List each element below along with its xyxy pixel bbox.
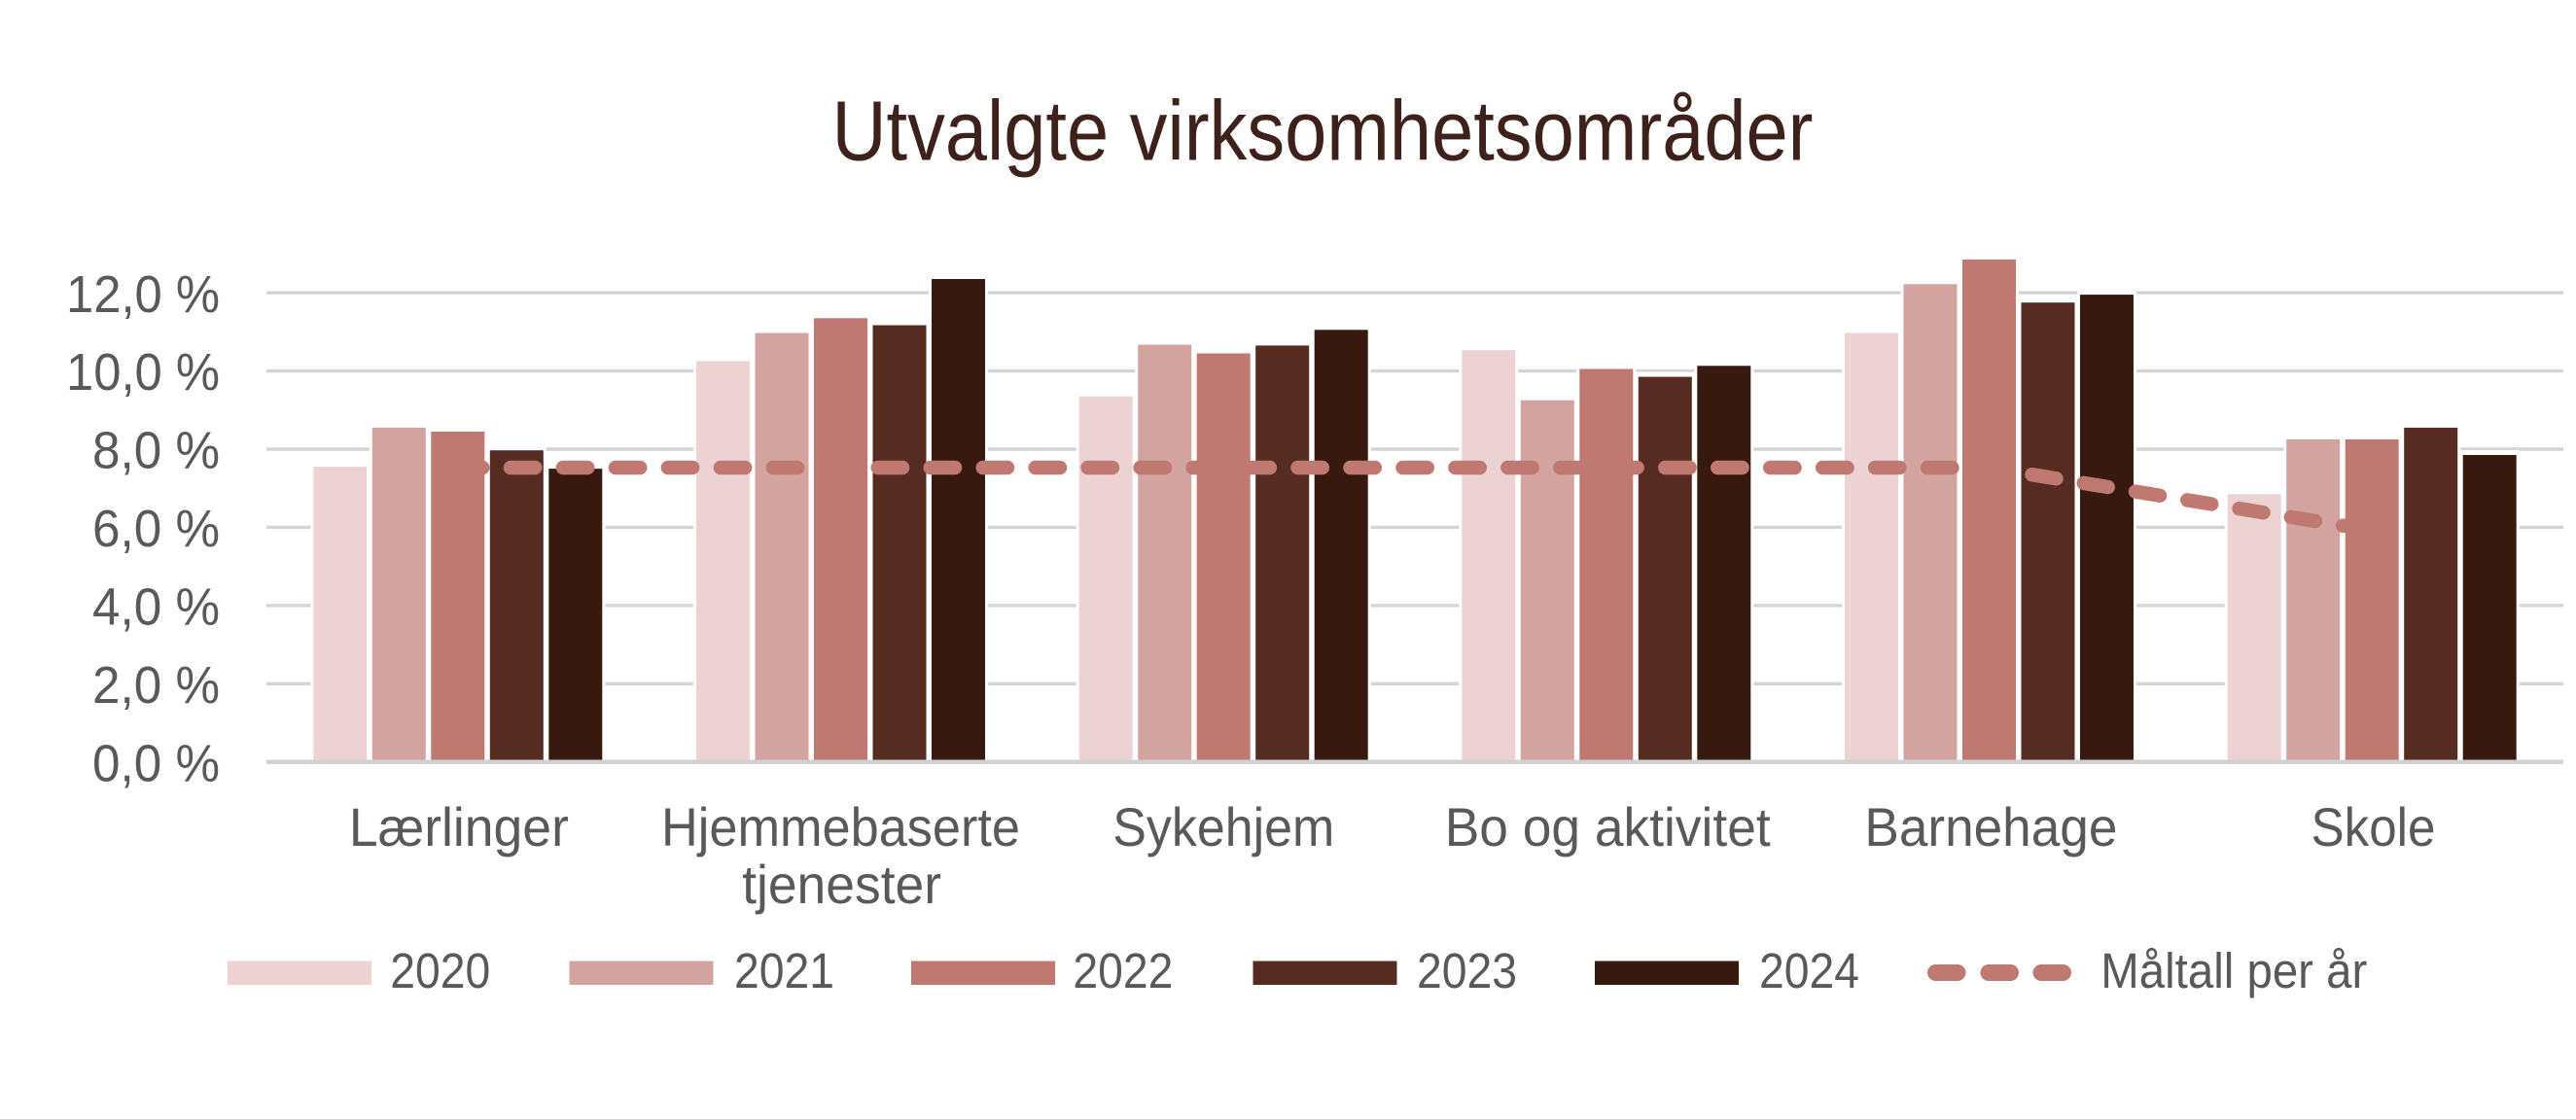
svg-text:Utvalgte virksomhetsområder: Utvalgte virksomhetsområder	[832, 85, 1814, 179]
svg-text:8,0 %: 8,0 %	[92, 422, 220, 480]
svg-text:10,0 %: 10,0 %	[66, 343, 220, 402]
svg-text:Bo og aktivitet: Bo og aktivitet	[1445, 796, 1771, 857]
svg-text:2023: 2023	[1417, 943, 1517, 998]
svg-text:Barnehage: Barnehage	[1864, 796, 2117, 857]
svg-text:2022: 2022	[1073, 943, 1173, 998]
svg-text:Sykehjem: Sykehjem	[1112, 796, 1334, 857]
svg-text:4,0 %: 4,0 %	[92, 578, 220, 637]
svg-text:2024: 2024	[1759, 943, 1859, 998]
svg-text:6,0 %: 6,0 %	[92, 500, 220, 558]
svg-text:12,0 %: 12,0 %	[66, 265, 220, 324]
svg-text:0,0 %: 0,0 %	[92, 734, 220, 792]
svg-text:2021: 2021	[734, 943, 834, 998]
svg-text:tjenester: tjenester	[742, 854, 941, 915]
svg-text:Lærlinger: Lærlinger	[349, 796, 569, 857]
svg-text:Skole: Skole	[2311, 796, 2436, 857]
svg-text:2,0 %: 2,0 %	[92, 656, 220, 715]
svg-text:2020: 2020	[390, 943, 490, 998]
svg-text:Hjemmebaserte: Hjemmebaserte	[661, 796, 1020, 857]
svg-text:Måltall per år: Måltall per år	[2100, 943, 2367, 998]
